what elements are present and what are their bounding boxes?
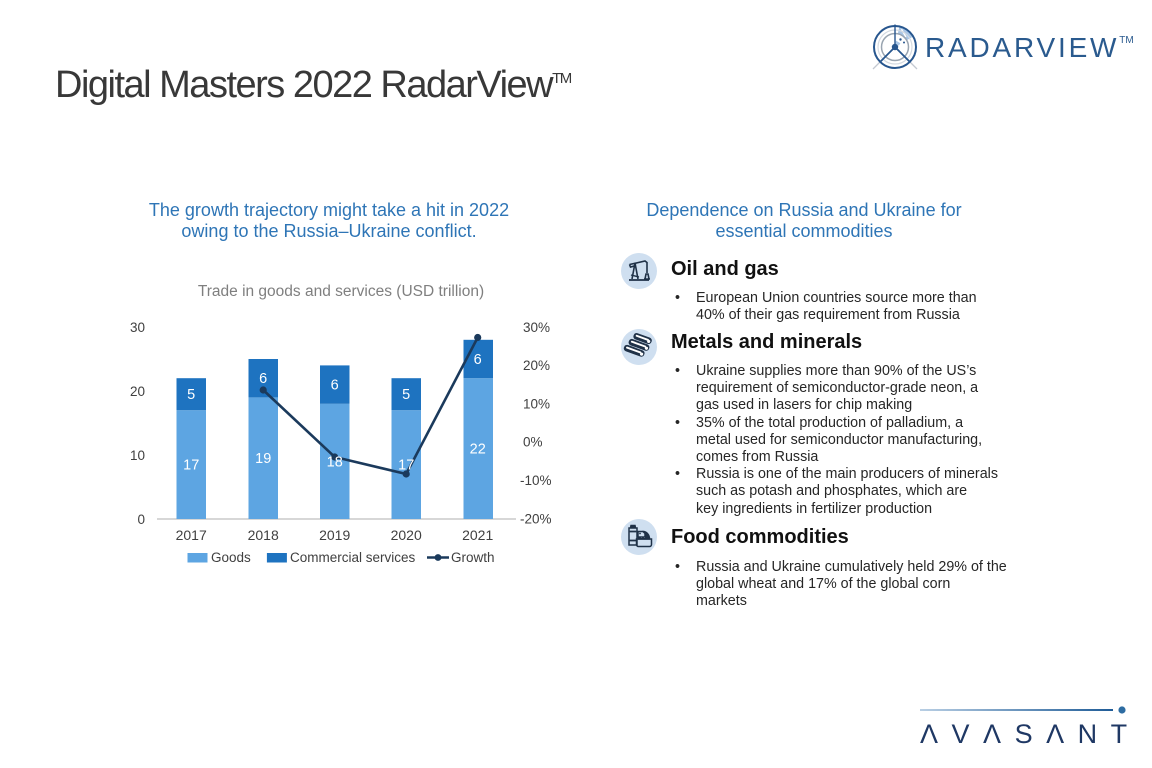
svg-text:10%: 10% — [523, 396, 550, 411]
svg-text:10: 10 — [130, 448, 145, 463]
svg-text:17: 17 — [398, 458, 414, 474]
svg-text:5: 5 — [402, 387, 410, 403]
svg-text:18: 18 — [327, 454, 343, 470]
svg-text:22: 22 — [470, 442, 486, 458]
svg-text:5: 5 — [187, 387, 195, 403]
svg-text:6: 6 — [259, 371, 267, 387]
svg-text:-20%: -20% — [520, 511, 552, 526]
svg-text:2021: 2021 — [462, 527, 493, 543]
svg-text:20%: 20% — [523, 358, 550, 373]
svg-text:2020: 2020 — [391, 527, 422, 543]
svg-text:Goods: Goods — [211, 550, 251, 565]
svg-text:0%: 0% — [523, 435, 543, 450]
svg-text:-10%: -10% — [520, 473, 552, 488]
svg-text:2018: 2018 — [248, 527, 279, 543]
svg-text:19: 19 — [255, 451, 271, 467]
svg-text:30%: 30% — [523, 320, 550, 335]
svg-text:Growth: Growth — [451, 550, 495, 565]
svg-text:Commercial services: Commercial services — [290, 550, 416, 565]
svg-text:20: 20 — [130, 384, 145, 399]
svg-text:0: 0 — [137, 512, 145, 527]
svg-text:6: 6 — [474, 352, 482, 368]
svg-text:2019: 2019 — [319, 527, 350, 543]
svg-text:17: 17 — [183, 458, 199, 474]
svg-text:30: 30 — [130, 320, 145, 335]
svg-text:2017: 2017 — [176, 527, 207, 543]
svg-text:6: 6 — [331, 378, 339, 394]
